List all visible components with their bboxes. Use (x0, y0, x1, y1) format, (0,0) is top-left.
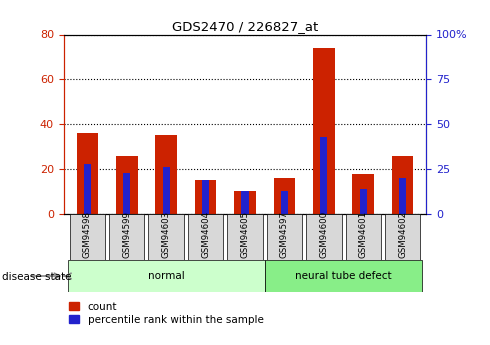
Bar (123, 172, 130, 214)
Bar (155, 135, 177, 214)
Bar (320, 137, 327, 214)
Text: GSM94600: GSM94600 (319, 211, 328, 258)
Text: GSM94605: GSM94605 (241, 211, 249, 258)
Legend: count, percentile rank within the sample: count, percentile rank within the sample (69, 302, 264, 325)
Bar (84, 164, 91, 214)
FancyBboxPatch shape (227, 214, 263, 260)
FancyBboxPatch shape (265, 260, 422, 292)
Bar (352, 174, 374, 214)
Text: GSM94599: GSM94599 (122, 211, 131, 258)
Bar (281, 190, 288, 214)
FancyBboxPatch shape (188, 214, 223, 260)
Text: GSM94601: GSM94601 (359, 211, 368, 258)
FancyBboxPatch shape (148, 214, 184, 260)
Bar (399, 178, 406, 214)
FancyBboxPatch shape (306, 214, 342, 260)
Bar (313, 48, 335, 214)
FancyBboxPatch shape (267, 214, 302, 260)
Text: GSM94602: GSM94602 (398, 211, 407, 258)
FancyBboxPatch shape (68, 260, 265, 292)
Bar (273, 178, 295, 214)
Text: GSM94598: GSM94598 (83, 211, 92, 258)
Bar (76, 133, 98, 214)
Bar (360, 189, 367, 214)
Bar (116, 156, 138, 214)
Text: disease state: disease state (2, 272, 72, 282)
FancyBboxPatch shape (109, 214, 145, 260)
Bar (242, 190, 248, 214)
Bar (195, 180, 217, 214)
Bar (392, 156, 414, 214)
Text: GSM94604: GSM94604 (201, 211, 210, 258)
FancyBboxPatch shape (70, 214, 105, 260)
Bar (234, 191, 256, 214)
Title: GDS2470 / 226827_at: GDS2470 / 226827_at (172, 20, 318, 33)
Text: GSM94597: GSM94597 (280, 211, 289, 258)
Bar (163, 167, 170, 214)
FancyBboxPatch shape (385, 214, 420, 260)
Bar (202, 180, 209, 214)
Text: GSM94603: GSM94603 (162, 211, 171, 258)
FancyBboxPatch shape (345, 214, 381, 260)
Text: neural tube defect: neural tube defect (295, 271, 392, 281)
Text: normal: normal (148, 271, 185, 281)
